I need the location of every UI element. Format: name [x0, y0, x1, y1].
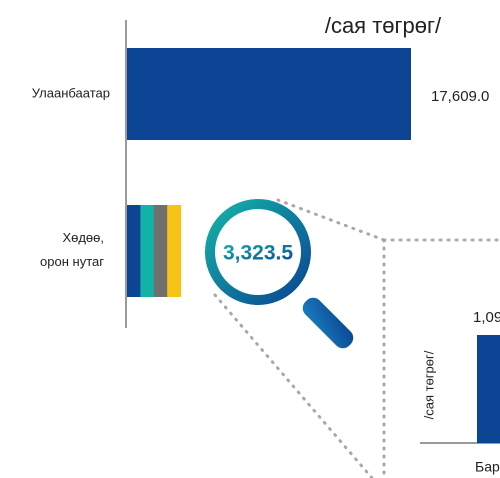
zoom-guides	[213, 198, 500, 478]
value-label: 17,609.0	[431, 88, 489, 105]
unit-label: /сая төгрөг/	[325, 13, 442, 38]
category-label: Улаанбаатар	[32, 85, 110, 100]
category-label: Хөдөө, орон нутаг	[40, 230, 104, 269]
magnifier-handle	[302, 297, 354, 349]
inset-category-label: Бар	[475, 459, 500, 475]
inset-chart: 1,09 /сая төгрөг/ Бар	[420, 309, 500, 475]
inset-value-label: 1,09	[473, 309, 500, 326]
bar-stripe	[167, 205, 182, 297]
bar-stripe	[153, 205, 168, 297]
bar	[127, 48, 411, 140]
inset-axis-label: /сая төгрөг/	[421, 350, 436, 419]
inset-bar	[477, 335, 500, 443]
bars: Улаанбаатар Хөдөө, орон нутаг 17,609.0	[32, 48, 489, 297]
magnifier-lens	[205, 199, 311, 305]
bar-stripe	[127, 205, 141, 297]
magnifier: 3,323.5	[205, 199, 354, 349]
value-label: 3,323.5	[223, 242, 293, 265]
bar-stripe	[140, 205, 155, 297]
bar-group	[127, 205, 182, 297]
